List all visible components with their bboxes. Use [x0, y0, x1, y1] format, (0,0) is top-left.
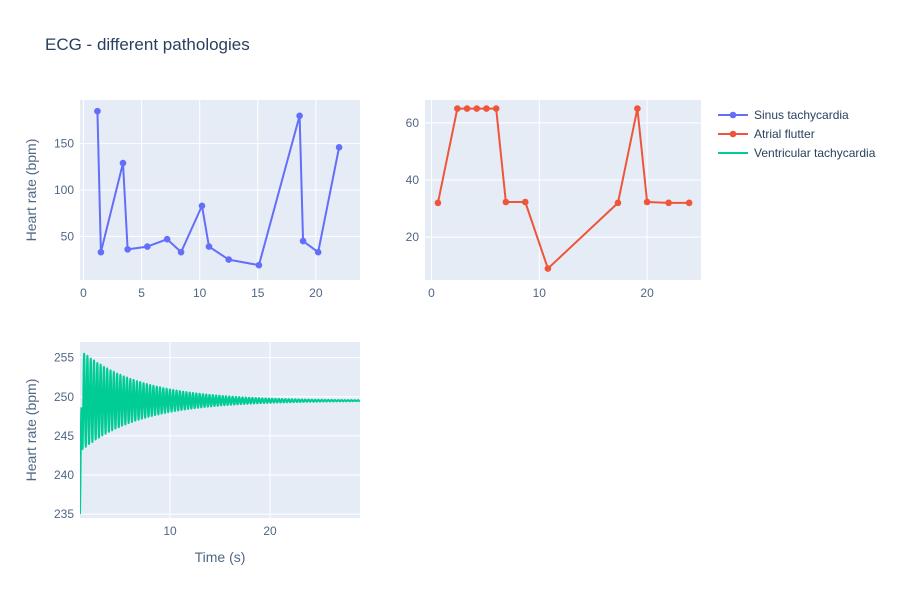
legend-swatch-marker	[729, 130, 737, 138]
data-point	[502, 198, 510, 206]
data-point	[314, 248, 322, 256]
legend-item[interactable]: Ventricular tachycardia	[718, 146, 876, 160]
data-point	[434, 199, 442, 207]
data-point	[483, 105, 490, 112]
data-point	[299, 237, 307, 245]
x-tick-label: 15	[251, 286, 265, 300]
y-tick-label: 245	[54, 429, 74, 443]
data-point	[643, 198, 651, 206]
series-3	[80, 352, 360, 515]
data-point	[144, 243, 151, 250]
legend-label: Ventricular tachycardia	[754, 146, 876, 160]
y-tick-label: 255	[54, 351, 74, 365]
series-2	[434, 105, 693, 272]
subplot-panels: 0 5 10 15 20 50 100 150 Heart rate (bpm) 0 10 20 20 4…	[23, 100, 701, 565]
subplot-1: 0 5 10 15 20 50 100 150 Heart rate (bpm)	[23, 100, 360, 300]
y-tick-label: 100	[54, 183, 74, 197]
x-tick-label: 10	[533, 286, 547, 300]
x-tick-label: 0	[428, 286, 435, 300]
y-tick-label: 235	[54, 507, 74, 521]
x-tick-label: 10	[193, 286, 207, 300]
data-point	[255, 261, 263, 269]
x-axis-title: Time (s)	[195, 549, 246, 565]
data-point	[119, 159, 127, 167]
data-point	[296, 112, 303, 120]
y-tick-label: 150	[54, 137, 74, 151]
subplot-3: 10 20 235 240 245 250 255 Heart rate (bpm) Time …	[23, 342, 360, 565]
data-point	[335, 144, 343, 151]
data-point	[124, 246, 131, 253]
data-point	[473, 105, 481, 112]
x-tick-label: 10	[163, 524, 177, 538]
legend-item[interactable]: Atrial flutter	[718, 127, 815, 141]
y-tick-label: 60	[406, 116, 420, 130]
y-tick-label: 250	[54, 390, 74, 404]
data-point	[463, 105, 471, 112]
data-point	[225, 256, 233, 263]
y-axis-title: Heart rate (bpm)	[23, 139, 39, 242]
series-line	[80, 352, 360, 515]
data-point	[177, 248, 185, 256]
x-tick-label: 20	[309, 286, 323, 300]
data-point	[685, 199, 693, 207]
data-point	[205, 243, 213, 250]
y-tick-label: 240	[54, 468, 74, 482]
data-point	[614, 199, 622, 207]
data-point	[163, 235, 171, 243]
data-point	[665, 199, 672, 207]
x-tick-label: 5	[138, 286, 145, 300]
data-point	[94, 107, 101, 115]
legend[interactable]: Sinus tachycardia Atrial flutter Ventricul…	[718, 108, 876, 160]
data-point	[521, 198, 529, 206]
plot-area	[425, 100, 701, 280]
subplot-2: 0 10 20 20 40 60	[406, 100, 701, 300]
chart-title: ECG - different pathologies	[45, 35, 250, 54]
legend-label: Atrial flutter	[754, 127, 815, 141]
data-point	[492, 105, 500, 112]
legend-label: Sinus tachycardia	[754, 108, 849, 122]
data-point	[544, 265, 552, 272]
legend-item[interactable]: Sinus tachycardia	[718, 108, 849, 122]
legend-swatch-marker	[729, 111, 737, 119]
x-tick-label: 0	[80, 286, 87, 300]
y-tick-label: 40	[406, 173, 420, 187]
y-axis-title: Heart rate (bpm)	[23, 379, 39, 482]
data-point	[454, 105, 461, 112]
y-tick-label: 50	[61, 229, 75, 243]
data-point	[97, 248, 105, 256]
data-point	[634, 105, 641, 112]
x-tick-label: 20	[263, 524, 277, 538]
y-tick-label: 20	[406, 230, 420, 244]
plot-area	[80, 342, 360, 518]
series-1	[94, 107, 343, 269]
data-point	[198, 202, 206, 210]
x-tick-label: 20	[640, 286, 654, 300]
